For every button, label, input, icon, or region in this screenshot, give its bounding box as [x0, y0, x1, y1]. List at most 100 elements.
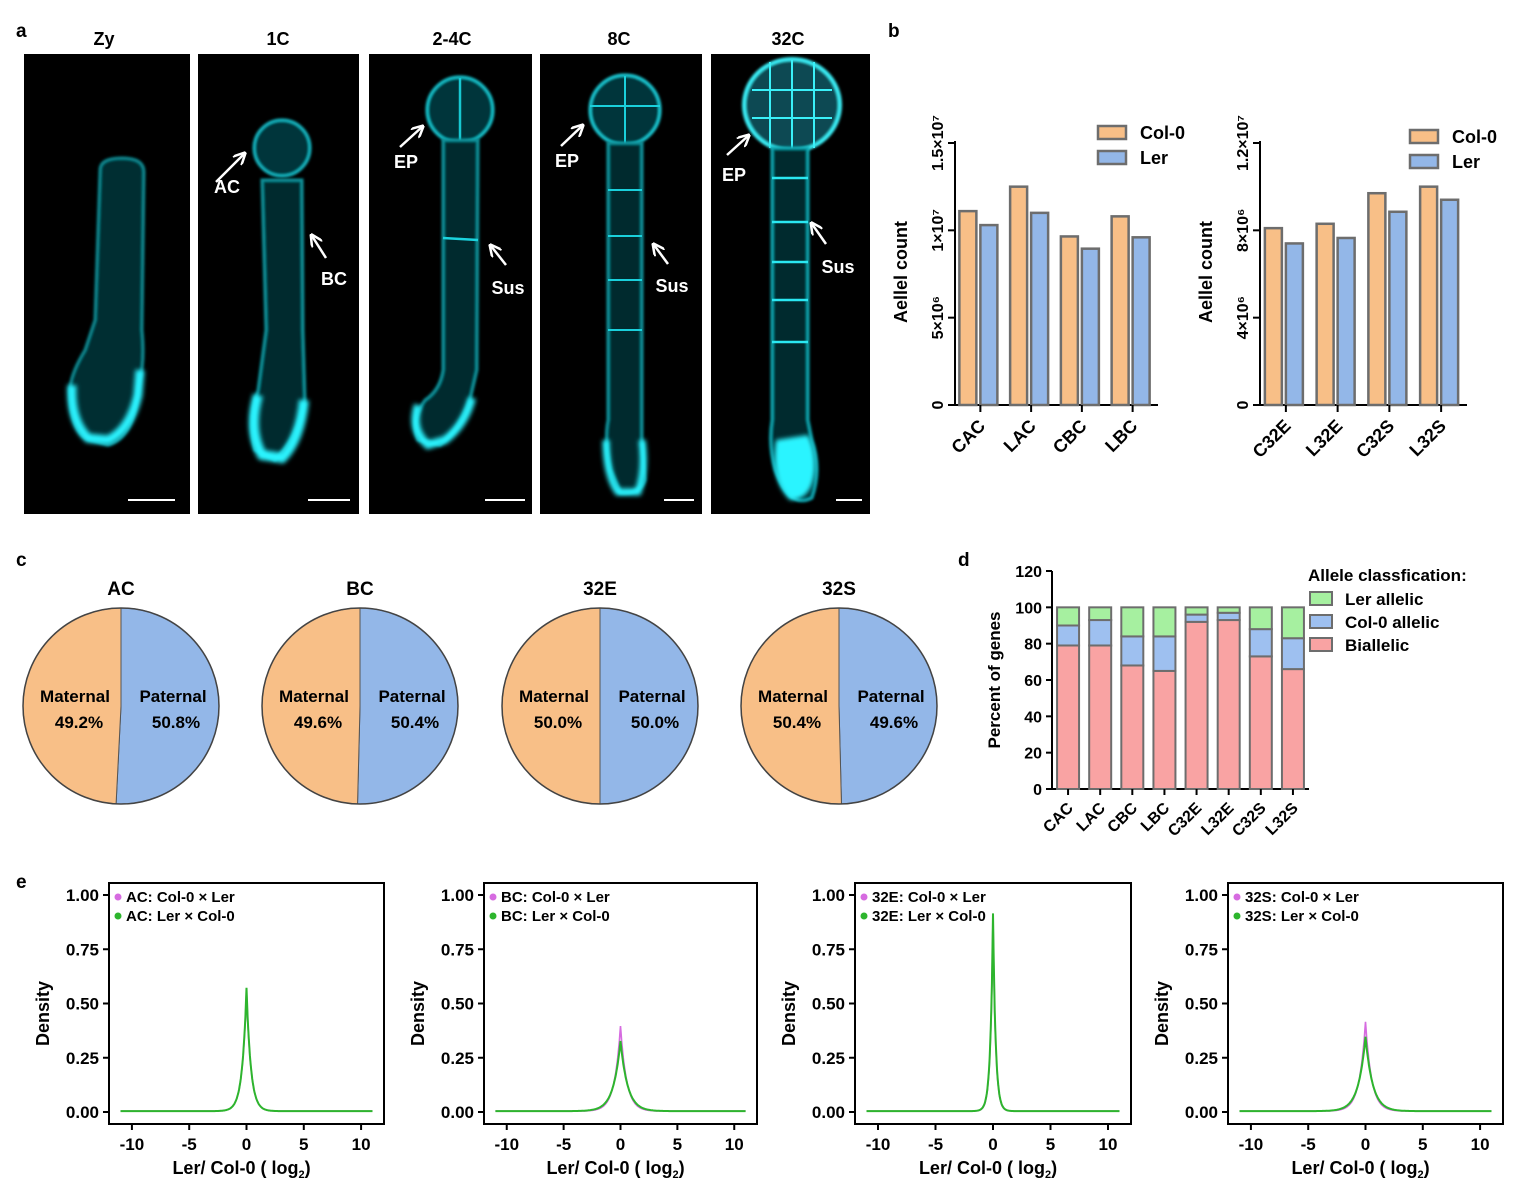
- x-tick-label: LAC: [1000, 416, 1040, 456]
- x-tick-label: 10: [1471, 1135, 1490, 1154]
- stacked-bar-segment: [1280, 637, 1305, 671]
- x-axis-label: Ler/ Col-0 ( log2): [172, 1158, 310, 1181]
- stacked-bar-segment: [1280, 668, 1305, 790]
- y-tick-label: 80: [1024, 637, 1042, 654]
- y-tick-label: 5×10⁶: [930, 296, 947, 339]
- stacked-bar-segment: [1152, 635, 1177, 672]
- zygote-cell: [67, 156, 146, 447]
- label-sus: Sus: [491, 278, 524, 298]
- label-sus: Sus: [655, 276, 688, 296]
- x-tick-label: CBC: [1049, 416, 1091, 458]
- pie-outline: [261, 607, 459, 805]
- density-curve: [120, 987, 373, 1113]
- x-tick-label: CAC: [947, 416, 989, 458]
- stacked-bar-segment: [1120, 664, 1145, 791]
- y-tick-label: 1.00: [1185, 886, 1218, 905]
- y-tick-label: 40: [1024, 709, 1042, 726]
- x-tick-label: CAC: [1040, 799, 1077, 836]
- stacked-bar-segment: [1216, 611, 1241, 622]
- panel-label-d: d: [958, 550, 970, 571]
- slice-label: Paternal: [378, 687, 445, 706]
- x-tick-label: 10: [352, 1135, 371, 1154]
- x-tick-label: -10: [1239, 1135, 1264, 1154]
- y-tick-label: 0.75: [812, 940, 845, 959]
- arrow-bc: [312, 236, 328, 259]
- legend-dot: [114, 912, 122, 920]
- x-tick-label: 10: [1099, 1135, 1118, 1154]
- x-tick-label: L32S: [1405, 416, 1450, 461]
- arrow-sus: [654, 245, 670, 265]
- stacked-bar-segment: [1152, 606, 1177, 638]
- panel-c-parental-pies: AC Maternal 49.2% Paternal 50.8% BC Maternal 49…: [22, 579, 938, 805]
- y-tick-label: 0.25: [441, 1049, 474, 1068]
- panel-d-allele-classification: 0 20 40 60 80 100 120 Percent of genes CACLACCBC…: [985, 564, 1467, 840]
- stacked-bar-segment: [1248, 628, 1273, 658]
- stacked-bar-segment: [1216, 606, 1241, 614]
- image-title-2-4c: 2-4C: [432, 29, 471, 49]
- bar: [1008, 185, 1029, 407]
- pie-slice-paternal: [115, 607, 220, 805]
- pie-title: 32E: [583, 579, 617, 600]
- x-tick-label: 0: [616, 1135, 625, 1154]
- y-tick-label: 20: [1024, 746, 1042, 763]
- legend-dot: [489, 893, 497, 901]
- thirty-two-cell-embryo: [742, 57, 842, 503]
- stacked-bar-segment: [1120, 606, 1145, 638]
- y-tick-label: 8×10⁶: [1235, 209, 1252, 252]
- y-tick-label: 0.50: [1185, 995, 1218, 1014]
- image-title-8c: 8C: [607, 29, 630, 49]
- panel-label-e: e: [16, 872, 27, 893]
- legend-title: Allele classfication:: [1308, 566, 1467, 585]
- slice-label: Maternal: [279, 687, 349, 706]
- y-axis-label: Density: [779, 981, 799, 1046]
- bar: [1336, 236, 1356, 407]
- x-tick-label: 10: [725, 1135, 744, 1154]
- legend-label: Ler: [1140, 148, 1168, 168]
- y-tick-label: 0: [1235, 400, 1252, 409]
- legend-label: AC: Col-0 × Ler: [126, 889, 235, 906]
- legend-label: 32E: Ler × Col-0: [872, 908, 986, 925]
- x-tick-label: 0: [988, 1135, 997, 1154]
- x-tick-label: -5: [1301, 1135, 1316, 1154]
- slice-label: Maternal: [519, 687, 589, 706]
- legend-swatch: [1309, 637, 1333, 652]
- bar: [1367, 191, 1387, 407]
- slice-label: Maternal: [758, 687, 828, 706]
- image-title-1c: 1C: [266, 29, 289, 49]
- x-tick-label: C32S: [1229, 800, 1270, 841]
- label-ep: EP: [394, 152, 418, 172]
- stacked-bar-segment: [1184, 606, 1209, 616]
- legend-label: BC: Col-0 × Ler: [501, 889, 610, 906]
- y-tick-label: 100: [1015, 600, 1042, 617]
- x-tick-label: -5: [182, 1135, 197, 1154]
- legend-swatch: [1096, 124, 1128, 141]
- one-cell-embryo: [248, 118, 312, 464]
- label-ep: EP: [722, 165, 746, 185]
- y-tick-label: 1×10⁷: [930, 209, 947, 252]
- y-tick-label: 4×10⁶: [1235, 296, 1252, 339]
- stacked-bar-segment: [1248, 655, 1273, 791]
- label-sus: Sus: [821, 257, 854, 277]
- bar: [1029, 211, 1050, 407]
- x-tick-label: L32E: [1302, 416, 1347, 461]
- y-tick-label: 0.50: [812, 995, 845, 1014]
- slice-label: Paternal: [139, 687, 206, 706]
- legend-label: Ler: [1452, 152, 1480, 172]
- image-title-zy: Zy: [93, 29, 114, 49]
- legend-dot: [114, 893, 122, 901]
- y-tick-label: 0: [1033, 782, 1042, 799]
- legend-swatch: [1408, 128, 1440, 145]
- y-tick-label: 1.00: [66, 886, 99, 905]
- x-tick-label: -5: [928, 1135, 943, 1154]
- legend-dot: [1233, 912, 1241, 920]
- legend-label: Col-0 allelic: [1345, 613, 1439, 632]
- x-axis-label: Ler/ Col-0 ( log2): [919, 1158, 1057, 1181]
- bar: [1284, 242, 1305, 407]
- slice-value: 49.6%: [870, 713, 918, 732]
- slice-value: 50.4%: [773, 713, 821, 732]
- slice-value: 49.2%: [55, 713, 103, 732]
- x-tick-label: -10: [494, 1135, 519, 1154]
- stacked-bar-segment: [1216, 619, 1241, 790]
- y-axis-label: Aellel count: [1196, 221, 1216, 323]
- bar: [1131, 236, 1151, 407]
